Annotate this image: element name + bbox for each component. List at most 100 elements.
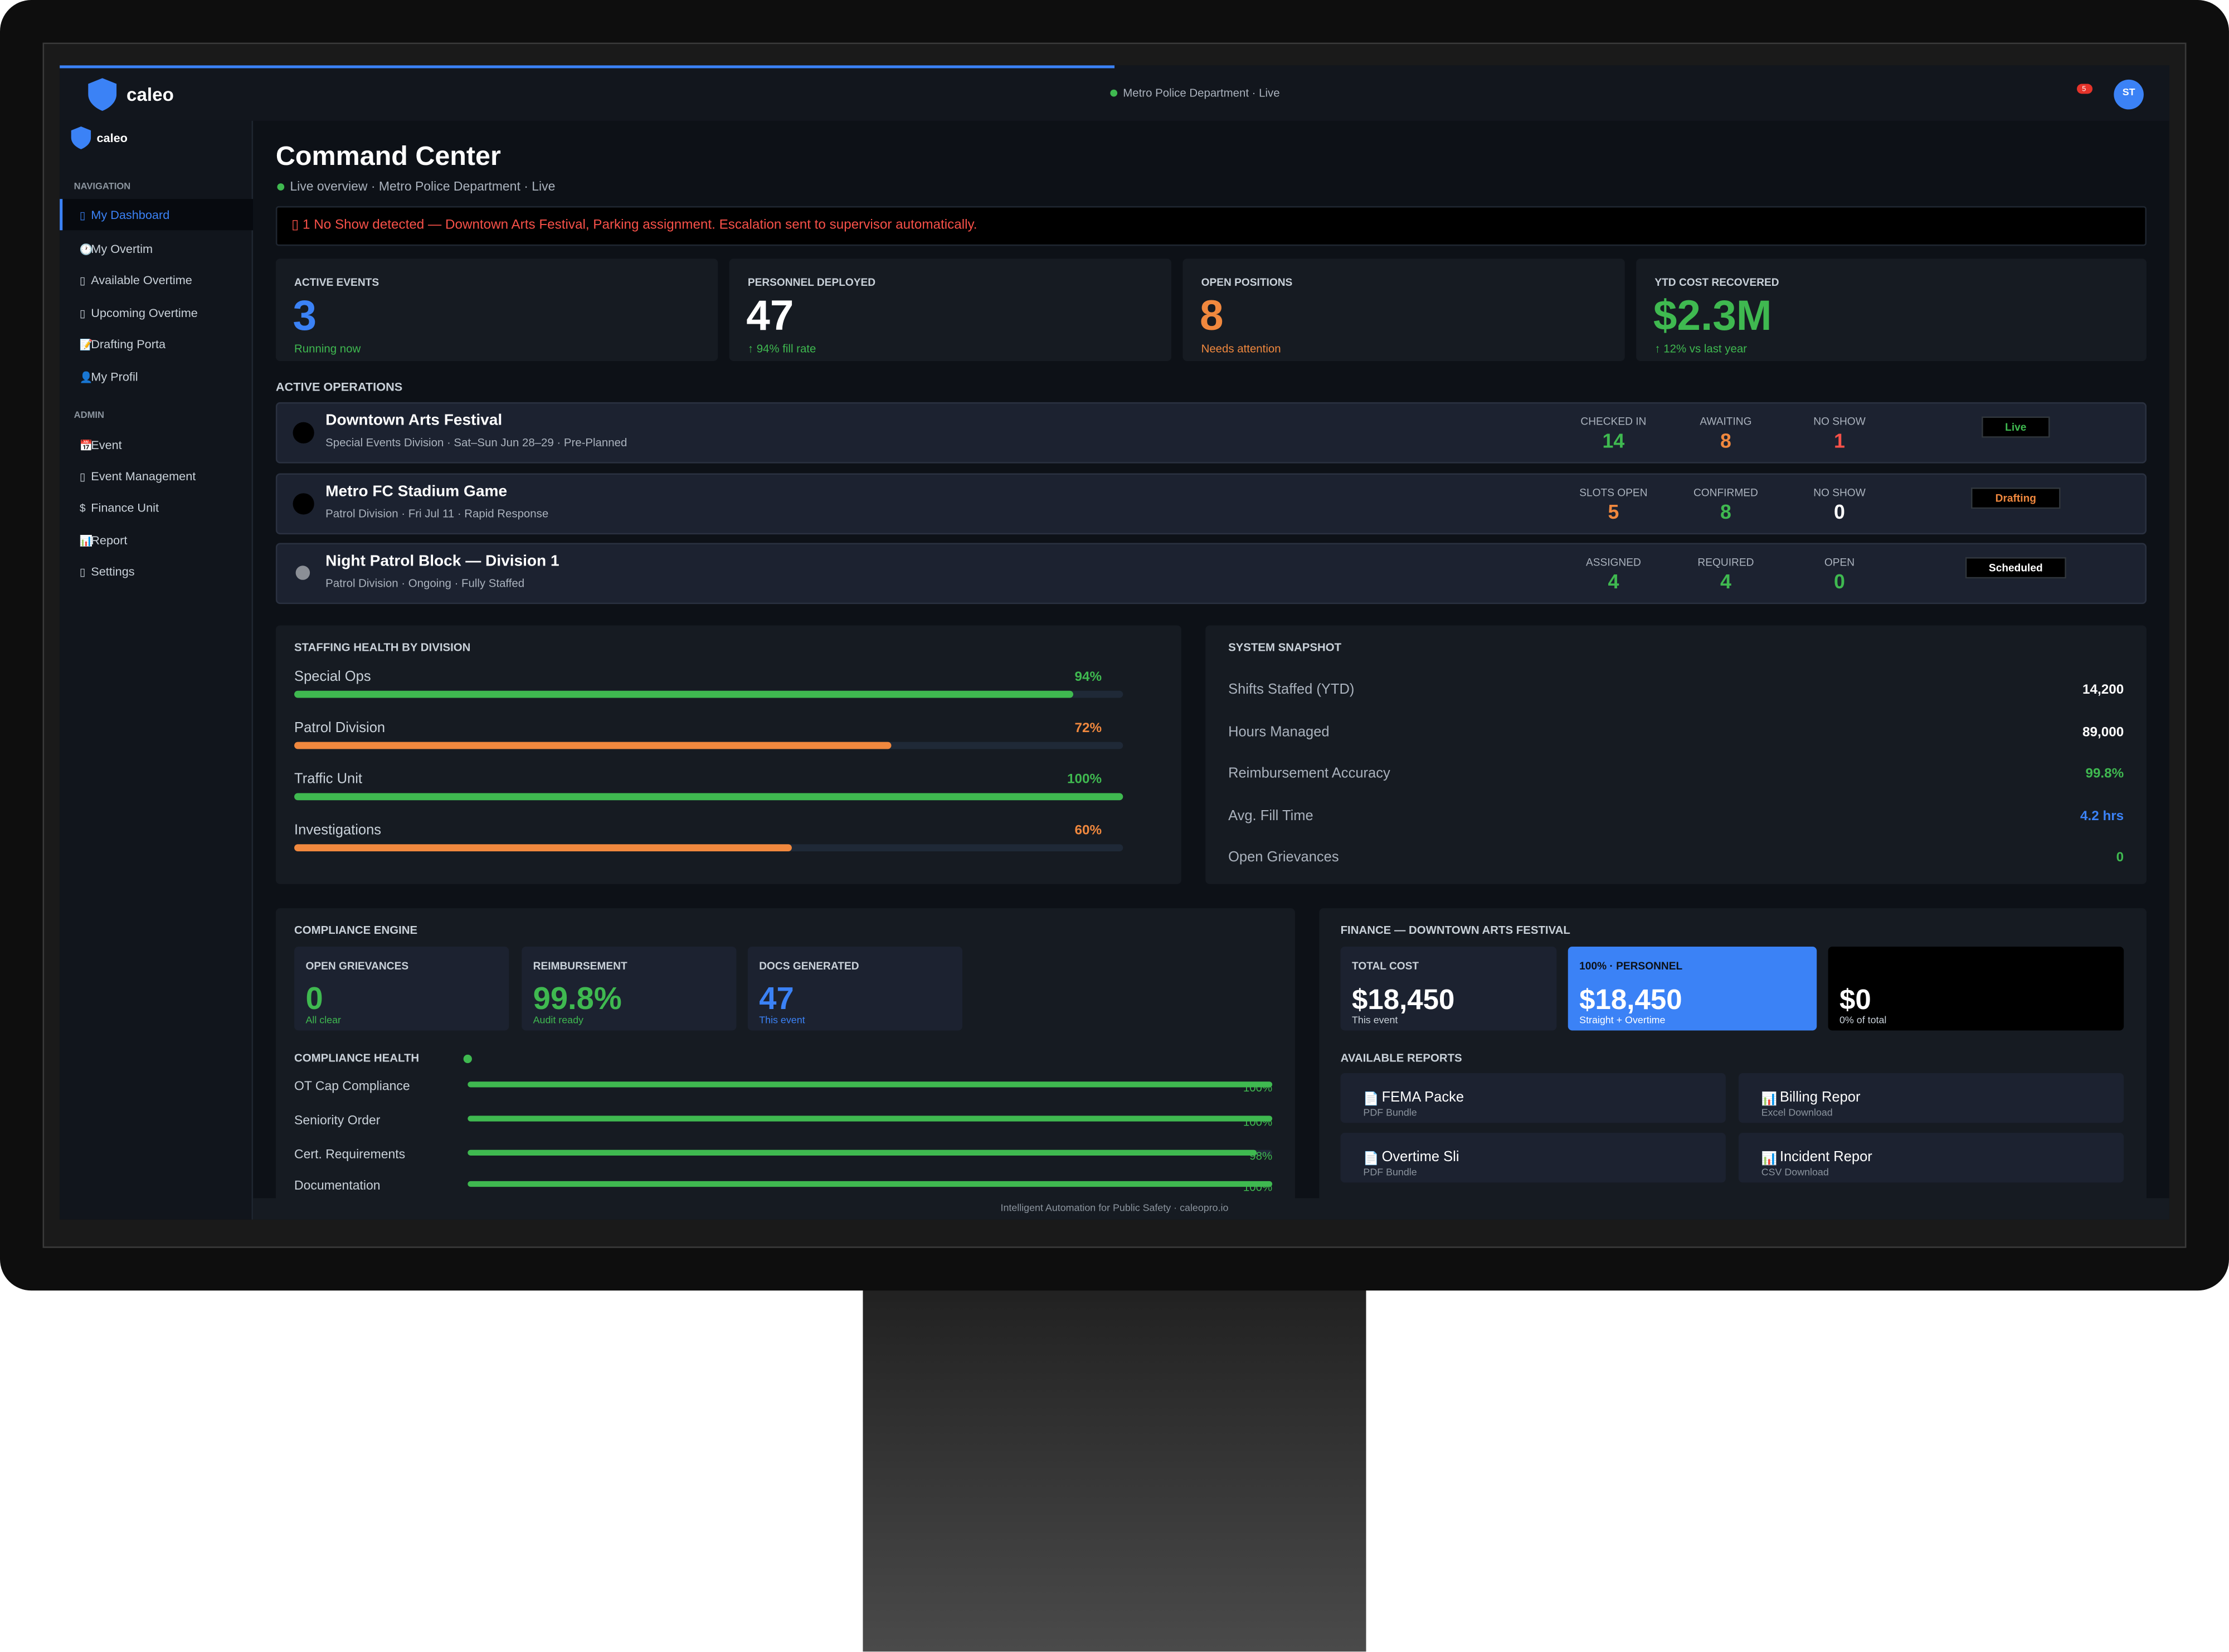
- nav-item[interactable]: Event Management: [91, 469, 196, 484]
- kpi-label: PERSONNEL DEPLOYED: [747, 275, 876, 288]
- check-name: Cert. Requirements: [294, 1146, 406, 1161]
- staffing-bar: [294, 844, 792, 852]
- snapshot-value: 0: [2116, 850, 2124, 866]
- finance-card: [1568, 946, 1817, 1031]
- finance-value: $18,450: [1579, 985, 1682, 1016]
- kpi-note: ↑ 94% fill rate: [747, 343, 816, 356]
- status-dot: [1110, 89, 1118, 97]
- operation-row[interactable]: [275, 402, 2147, 464]
- nav-item[interactable]: Finance Unit: [91, 500, 159, 515]
- report-name[interactable]: Overtime Sli: [1381, 1149, 1459, 1166]
- kpi-note: Needs attention: [1201, 343, 1281, 356]
- report-card[interactable]: [1340, 1073, 1726, 1123]
- kpi-card: [1182, 259, 1625, 361]
- compliance-bar: [468, 1181, 1273, 1187]
- stand: [863, 1279, 1366, 1652]
- report-name[interactable]: FEMA Packe: [1381, 1090, 1464, 1106]
- nav-item[interactable]: My Overtim: [91, 241, 153, 256]
- nav-item[interactable]: Event: [91, 437, 122, 452]
- nav-item[interactable]: Drafting Porta: [91, 337, 166, 351]
- footer-bar: [253, 1198, 2169, 1220]
- check-percent: 100%: [1243, 1116, 1273, 1129]
- finance-note: This event: [1352, 1016, 1398, 1026]
- nav-icon[interactable]: 📅: [79, 438, 93, 451]
- nav-icon[interactable]: 📝: [79, 337, 93, 350]
- report-name[interactable]: Billing Repor: [1779, 1090, 1861, 1106]
- staffing-bar: [294, 793, 1123, 801]
- panel: [275, 625, 1181, 884]
- report-format: Excel Download: [1761, 1108, 1833, 1119]
- page-subtitle: Live overview · Metro Police Department …: [290, 178, 556, 193]
- report-card[interactable]: [1738, 1073, 2124, 1123]
- stat-label: REQUIRED: [1697, 555, 1754, 568]
- status-indicator: [292, 421, 314, 443]
- nav-icon[interactable]: $: [79, 501, 86, 514]
- nav-item[interactable]: Available Overtime: [91, 272, 192, 287]
- check-name: OT Cap Compliance: [294, 1078, 410, 1093]
- stat-label: AWAITING: [1700, 414, 1752, 427]
- nav-icon[interactable]: ▯: [79, 274, 86, 287]
- operation-details: Patrol Division · Fri Jul 11 · Rapid Res…: [325, 508, 549, 521]
- metric-note: This event: [759, 1016, 805, 1026]
- report-icon[interactable]: 📊: [1761, 1091, 1778, 1105]
- check-percent: 98%: [1249, 1150, 1273, 1163]
- nav-item[interactable]: My Profil: [91, 369, 138, 384]
- stat-value: 5: [1608, 499, 1619, 523]
- finance-value: $0: [1839, 985, 1871, 1016]
- kpi-card: [275, 259, 718, 361]
- nav-icon[interactable]: ▯: [79, 565, 86, 578]
- notification-count: 5: [2082, 84, 2086, 94]
- nav-icon[interactable]: 👤: [79, 370, 93, 383]
- operation-row[interactable]: [275, 473, 2147, 535]
- operation-name: Downtown Arts Festival: [325, 412, 503, 430]
- nav-icon[interactable]: ▯: [79, 470, 86, 483]
- finance-card: [1340, 946, 1557, 1031]
- nav-item[interactable]: Upcoming Overtime: [91, 305, 198, 320]
- stat-label: CONFIRMED: [1693, 485, 1758, 499]
- snapshot-label: Open Grievances: [1228, 850, 1339, 866]
- nav-item[interactable]: Report: [91, 533, 128, 547]
- snapshot-label: Avg. Fill Time: [1228, 808, 1313, 824]
- nav-icon[interactable]: 📊: [79, 533, 93, 547]
- stat-label: NO SHOW: [1813, 414, 1866, 427]
- staffing-bar: [294, 742, 891, 749]
- nav-icon[interactable]: ▯: [79, 306, 86, 319]
- division-percent: 60%: [1074, 823, 1102, 839]
- active-item: [60, 199, 254, 231]
- alert-text: ▯ 1 No Show detected — Downtown Arts Fes…: [291, 218, 977, 234]
- report-card[interactable]: [1340, 1133, 1726, 1183]
- nav-item[interactable]: Settings: [91, 564, 135, 578]
- operation-row[interactable]: [275, 543, 2147, 605]
- metric-card: [294, 946, 509, 1031]
- nav-icon[interactable]: ▯: [79, 208, 86, 221]
- report-icon[interactable]: 📄: [1363, 1151, 1380, 1165]
- section-title: AVAILABLE REPORTS: [1340, 1052, 1462, 1065]
- finance-value: $18,450: [1352, 985, 1455, 1016]
- metric-value: 47: [759, 980, 794, 1016]
- page-title: Command Center: [275, 142, 501, 172]
- section-title: COMPLIANCE HEALTH: [294, 1052, 420, 1065]
- sidebar: [60, 120, 254, 1220]
- finance-label: TOTAL COST: [1352, 958, 1419, 972]
- metric-value: 0: [305, 980, 323, 1016]
- report-icon[interactable]: 📊: [1761, 1151, 1778, 1165]
- report-card[interactable]: [1738, 1133, 2124, 1183]
- report-icon[interactable]: 📄: [1363, 1091, 1380, 1105]
- avatar[interactable]: [2114, 79, 2144, 110]
- operation-name: Night Patrol Block — Division 1: [325, 553, 559, 571]
- kpi-value: 8: [1200, 293, 1224, 340]
- report-name[interactable]: Incident Repor: [1779, 1149, 1872, 1166]
- nav-icon[interactable]: 🕐: [79, 242, 93, 255]
- stat-value: 4: [1720, 569, 1731, 592]
- kpi-label: ACTIVE EVENTS: [294, 275, 379, 288]
- logo-shield: [88, 78, 117, 111]
- notification-badge[interactable]: [2077, 84, 2093, 94]
- stat-value: 8: [1720, 499, 1731, 523]
- nav-item[interactable]: My Dashboard: [91, 207, 170, 222]
- finance-label: 100% · PERSONNEL: [1579, 958, 1683, 972]
- stat-label: ASSIGNED: [1585, 555, 1641, 568]
- stat-value: 8: [1720, 428, 1731, 452]
- status-badge: Drafting: [1970, 487, 2061, 509]
